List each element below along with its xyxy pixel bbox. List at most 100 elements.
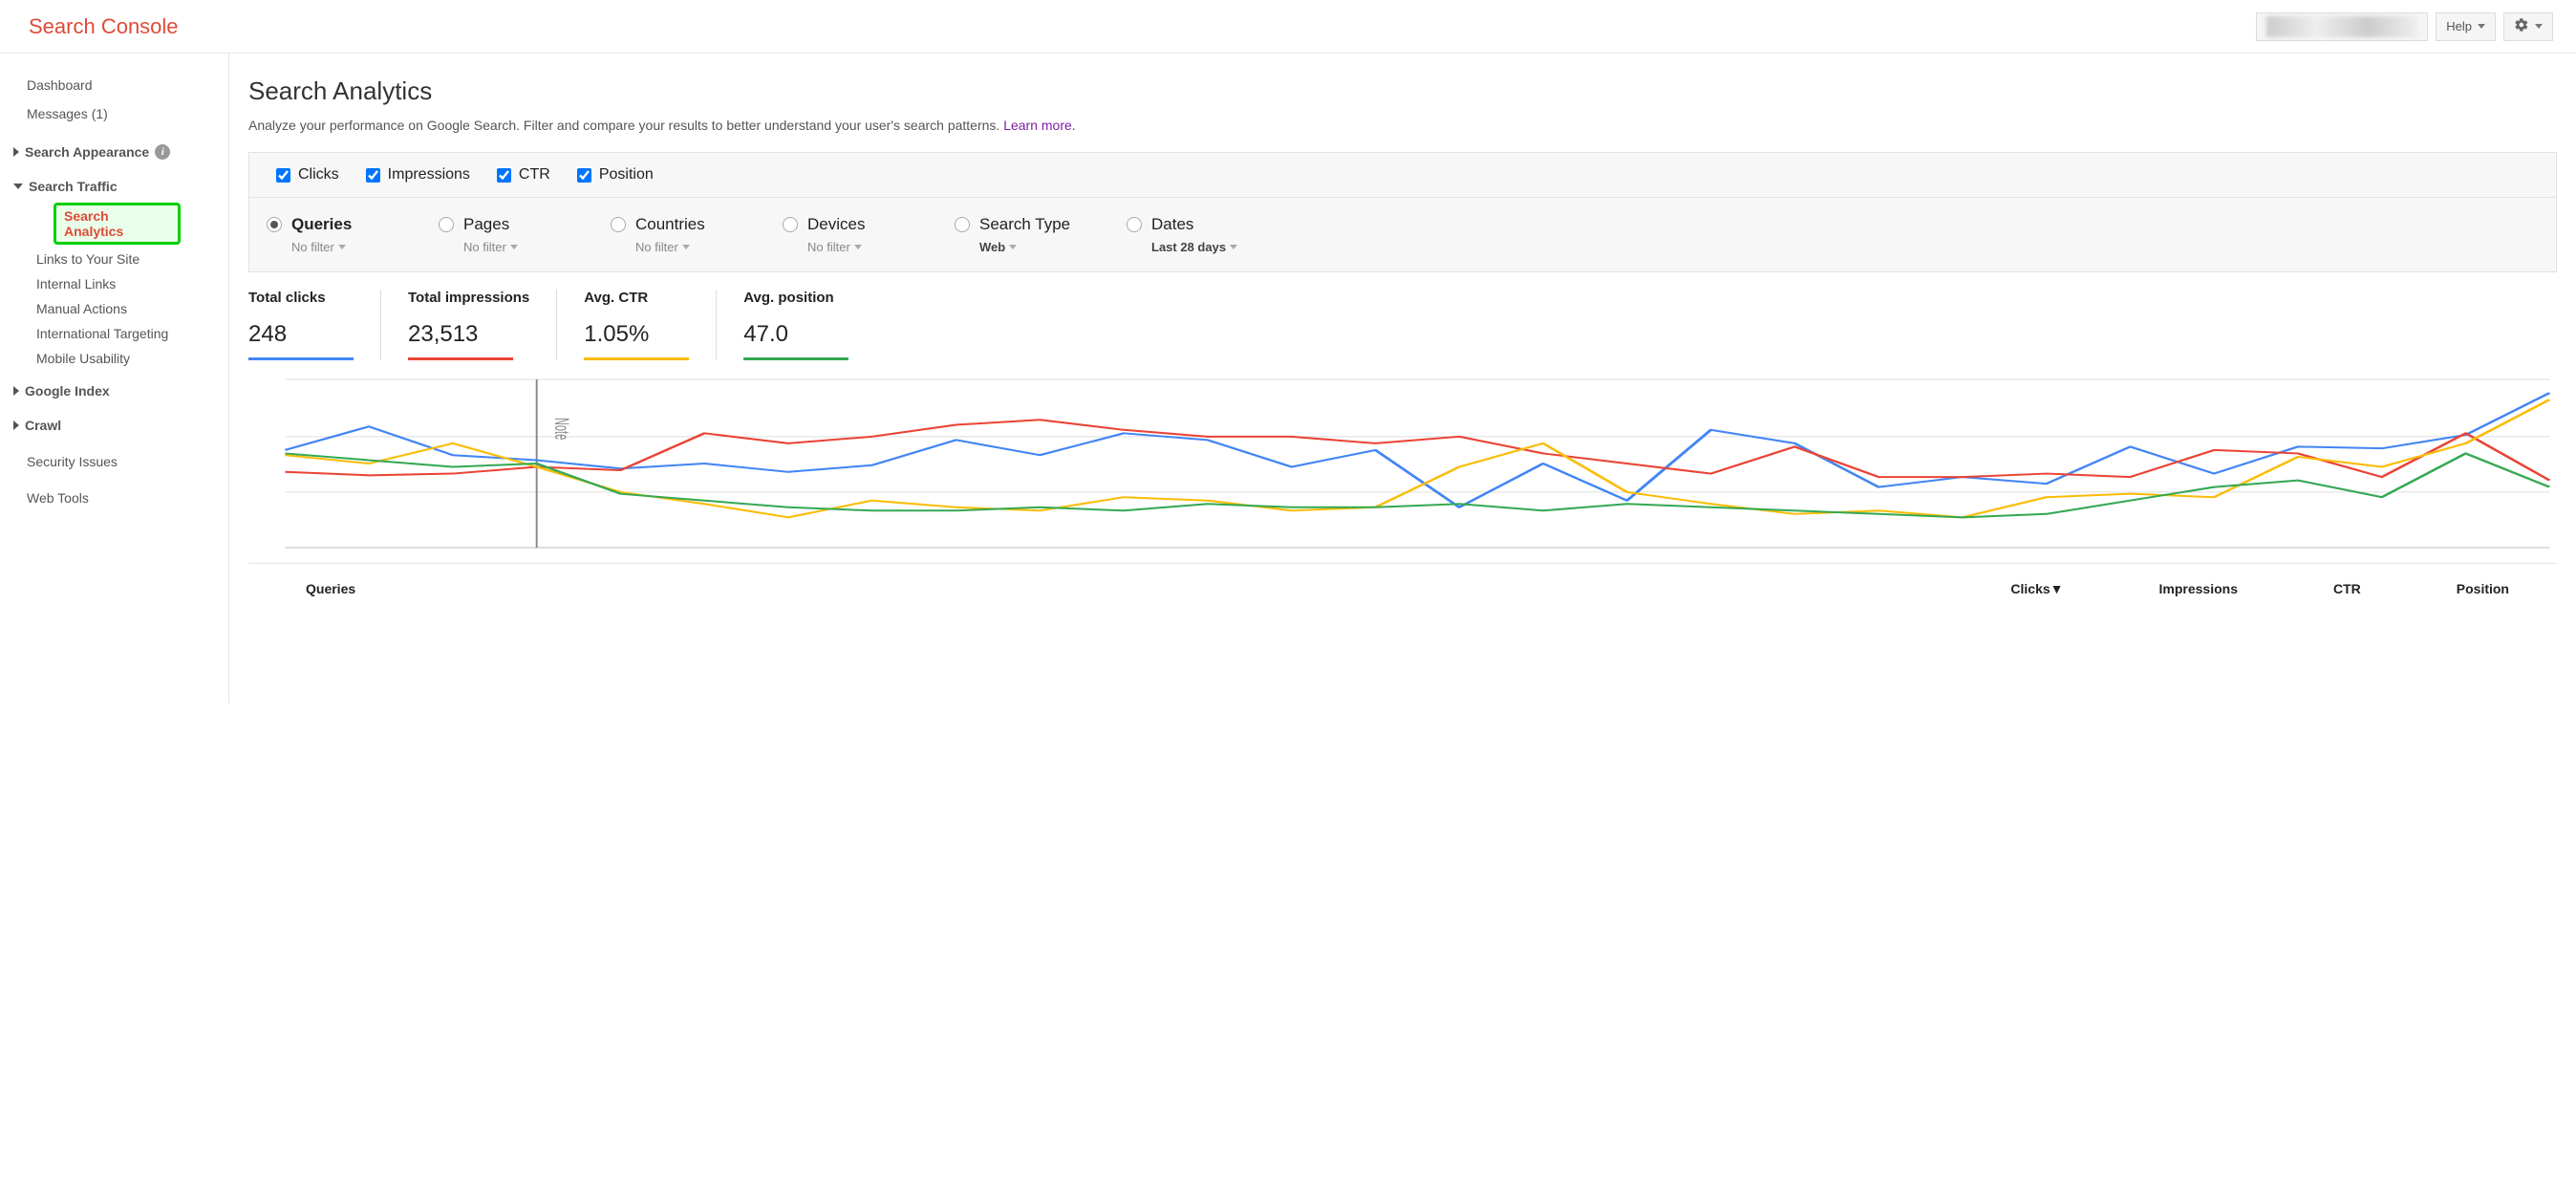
filter-text: No filter [463,240,506,254]
help-label: Help [2446,19,2472,33]
sidebar-group-search-appearance[interactable]: Search Appearance i [0,138,228,166]
dimension-label: Queries [291,215,352,234]
sidebar-item-links-to-site[interactable]: Links to Your Site [0,247,228,271]
sidebar-group-label: Google Index [25,383,110,399]
stat-underline [584,357,689,360]
checkbox-position[interactable]: Position [577,166,654,183]
sidebar-group-label: Search Appearance [25,144,149,160]
checkbox-impressions[interactable]: Impressions [366,166,470,183]
chevron-down-icon [2478,24,2485,29]
stat-total-impressions: Total impressions 23,513 [408,290,557,360]
stat-avg-position: Avg. position 47.0 [743,290,875,360]
metric-checkboxes: Clicks Impressions CTR Position [249,153,2556,198]
sidebar-item-search-analytics[interactable]: Search Analytics [0,201,228,247]
column-position[interactable]: Position [2457,581,2509,596]
logo[interactable]: Search Console [29,14,179,39]
checkbox-label: CTR [519,166,550,183]
checkbox-input[interactable] [276,168,290,183]
dimension-queries[interactable]: Queries No filter [267,215,429,254]
stat-label: Total impressions [408,290,529,306]
dimension-radios: Queries No filter Pages No filter [249,198,2556,271]
sidebar-item-intl-targeting[interactable]: International Targeting [0,321,228,346]
dimension-filter[interactable]: No filter [463,240,518,254]
sidebar-item-web-tools[interactable]: Web Tools [0,484,228,512]
dimension-pages[interactable]: Pages No filter [439,215,601,254]
subtitle-text: Analyze your performance on Google Searc… [248,118,1003,133]
sidebar-item-mobile-usability[interactable]: Mobile Usability [0,346,228,371]
dimension-countries[interactable]: Countries No filter [611,215,773,254]
checkbox-clicks[interactable]: Clicks [276,166,339,183]
dimension-filter[interactable]: No filter [807,240,865,254]
sidebar-item-dashboard[interactable]: Dashboard [0,71,228,99]
property-name-blurred [2266,16,2417,37]
checkbox-input[interactable] [366,168,380,183]
checkbox-ctr[interactable]: CTR [497,166,550,183]
dimension-devices[interactable]: Devices No filter [783,215,945,254]
sidebar-group-search-traffic[interactable]: Search Traffic [0,172,228,201]
sidebar-group-crawl[interactable]: Crawl [0,411,228,440]
dimension-label: Devices [807,215,865,234]
sidebar: Dashboard Messages (1) Search Appearance… [0,54,229,703]
sidebar-item-manual-actions[interactable]: Manual Actions [0,296,228,321]
column-impressions[interactable]: Impressions [2159,581,2238,596]
stats-row: Total clicks 248 Total impressions 23,51… [248,290,2557,360]
checkbox-input[interactable] [577,168,591,183]
filter-text: No filter [291,240,334,254]
analytics-chart: Note [248,376,2557,563]
header-right: Help [2256,12,2553,41]
sidebar-item-messages[interactable]: Messages (1) [0,99,228,128]
stat-total-clicks: Total clicks 248 [248,290,381,360]
radio-selected-icon [267,217,282,232]
property-selector[interactable] [2256,12,2428,41]
sidebar-group-google-index[interactable]: Google Index [0,377,228,405]
learn-more-link[interactable]: Learn more. [1003,118,1075,133]
sort-desc-icon: ▼ [2050,581,2064,596]
dimension-filter[interactable]: Last 28 days [1151,240,1237,254]
caret-right-icon [13,147,19,157]
sidebar-group-label: Search Traffic [29,179,118,194]
dimension-label: Countries [635,215,705,234]
chart-svg: Note [248,376,2557,563]
sidebar-item-label: Search Analytics [54,203,181,245]
info-icon[interactable]: i [155,144,170,160]
checkbox-label: Clicks [298,166,339,183]
filter-text: No filter [635,240,678,254]
checkbox-input[interactable] [497,168,511,183]
stat-value: 1.05% [584,321,689,348]
radio-icon [783,217,798,232]
dimension-search-type[interactable]: Search Type Web [955,215,1117,254]
radio-icon [955,217,970,232]
caret-right-icon [13,421,19,430]
dimension-label: Search Type [979,215,1070,234]
column-clicks[interactable]: Clicks▼ [2010,581,2063,596]
stat-value: 23,513 [408,321,529,348]
sidebar-item-internal-links[interactable]: Internal Links [0,271,228,296]
stat-label: Avg. position [743,290,848,306]
dimension-filter[interactable]: No filter [291,240,352,254]
table-header: Queries Clicks▼ Impressions CTR Position [248,563,2557,606]
stat-label: Total clicks [248,290,354,306]
dimension-filter[interactable]: No filter [635,240,705,254]
radio-icon [611,217,626,232]
stat-underline [743,357,848,360]
chevron-down-icon [2535,24,2543,29]
settings-button[interactable] [2503,12,2553,41]
caret-right-icon [13,386,19,396]
dimension-filter[interactable]: Web [979,240,1070,254]
sidebar-item-security[interactable]: Security Issues [0,447,228,476]
column-queries[interactable]: Queries [306,581,355,596]
svg-text:Note: Note [550,418,573,440]
gear-icon [2514,17,2529,35]
chevron-down-icon [1230,245,1237,249]
header: Search Console Help [0,0,2576,54]
stat-value: 248 [248,321,354,348]
main-content: Search Analytics Analyze your performanc… [229,54,2576,703]
stat-avg-ctr: Avg. CTR 1.05% [584,290,717,360]
dimension-dates[interactable]: Dates Last 28 days [1127,215,1289,254]
column-ctr[interactable]: CTR [2333,581,2361,596]
chevron-down-icon [1009,245,1017,249]
help-button[interactable]: Help [2436,12,2496,41]
chevron-down-icon [682,245,690,249]
sidebar-group-label: Crawl [25,418,61,433]
column-label: Clicks [2010,581,2050,596]
